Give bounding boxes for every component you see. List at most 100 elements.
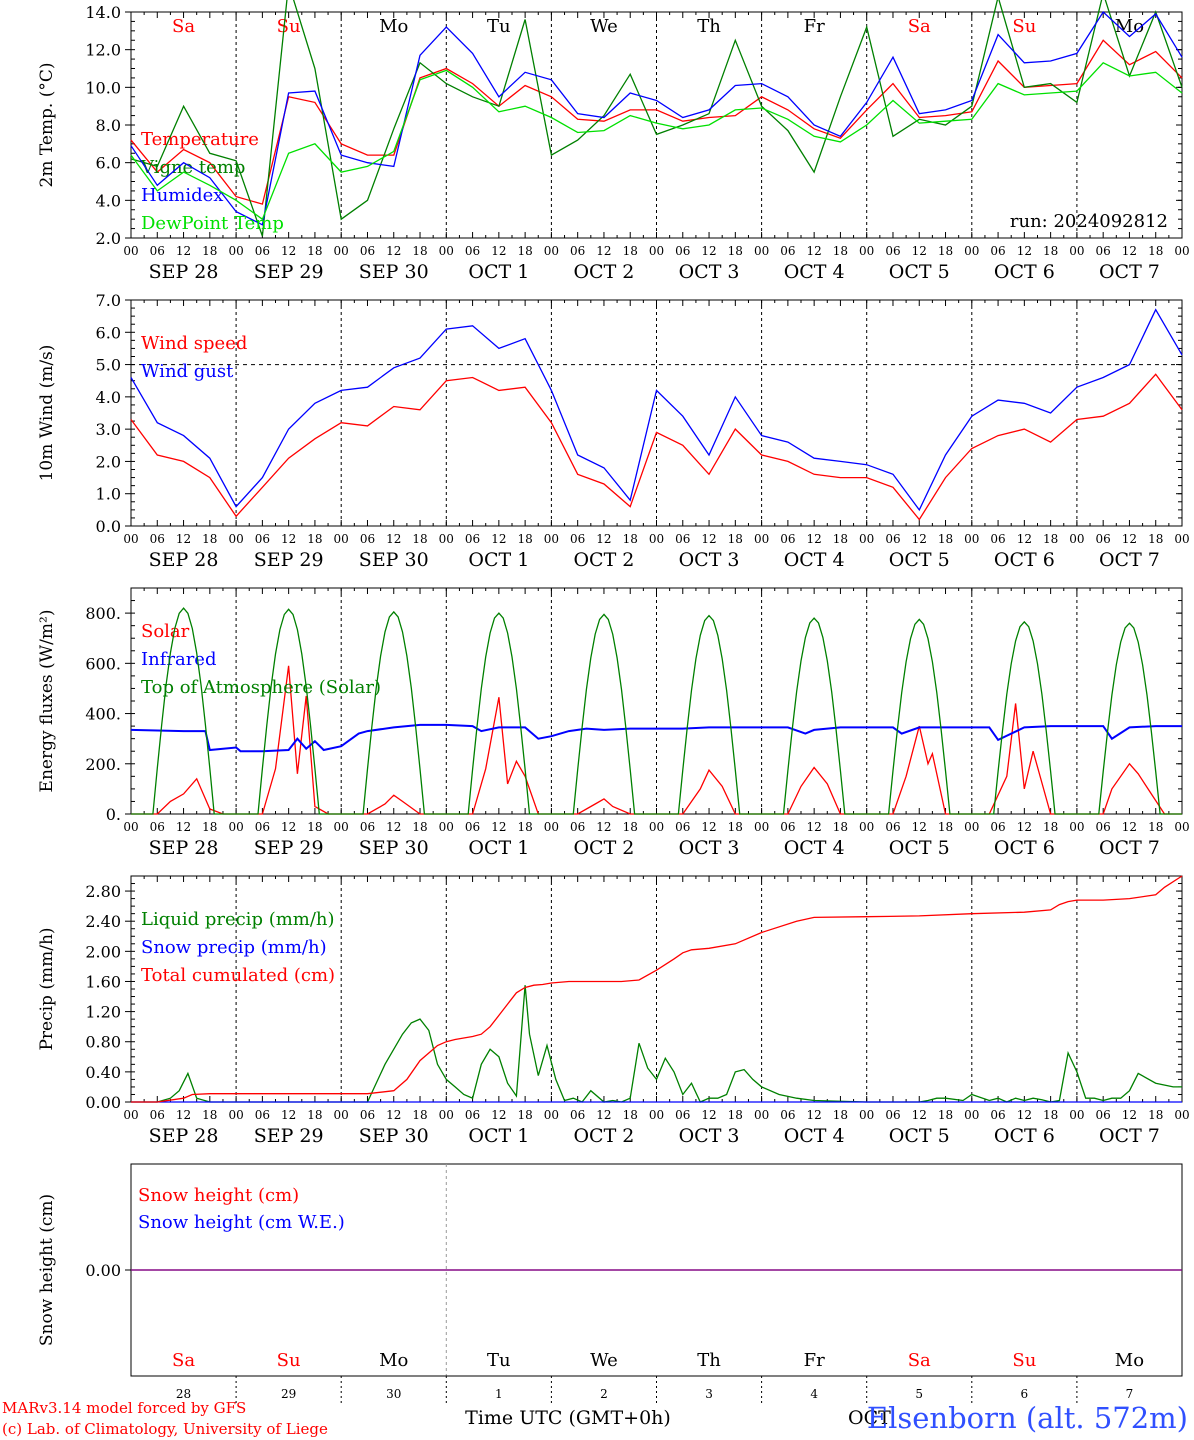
day-number-label: 2 (600, 1387, 608, 1401)
date-label: OCT 2 (573, 549, 634, 571)
hour-tick-label: 00 (123, 1108, 138, 1122)
series-line-wind-speed (130, 373, 1183, 521)
day-name-label: Sa (172, 16, 195, 37)
hour-tick-label: 18 (1043, 532, 1058, 546)
date-label: OCT 7 (1099, 549, 1160, 571)
hour-tick-label: 18 (1148, 1108, 1163, 1122)
date-label: SEP 30 (359, 837, 429, 859)
day-name-label: Mo (379, 16, 408, 37)
y-tick-label: 10.0 (85, 78, 121, 97)
day-name-label: We (590, 1350, 618, 1371)
hour-tick-label: 06 (990, 244, 1005, 258)
hour-tick-label: 12 (491, 244, 506, 258)
hour-tick-label: 06 (150, 532, 165, 546)
y-axis-title: Snow height (cm) (37, 1194, 57, 1346)
hour-tick-label: 00 (228, 244, 243, 258)
hour-tick-label: 06 (465, 1108, 480, 1122)
hour-tick-label: 12 (176, 820, 191, 834)
day-name-label: Mo (1115, 1350, 1144, 1371)
hour-tick-label: 12 (807, 820, 822, 834)
hour-tick-label: 00 (1069, 244, 1084, 258)
panel-wind: 00 06 12 18 00 06 12 18 00 06 12 18 00 06 12 18 00 06 12 18… (37, 291, 1190, 571)
hour-tick-label: 00 (334, 244, 349, 258)
date-label: OCT 4 (784, 1125, 845, 1147)
hour-tick-label: 00 (1069, 820, 1084, 834)
hour-tick-label: 06 (150, 1108, 165, 1122)
series-line-vigne-temp (130, 0, 1183, 237)
series-line-wind-gust (130, 308, 1183, 512)
date-label: OCT 6 (994, 549, 1055, 571)
station-name: Elsenborn (alt. 572m) (867, 1401, 1188, 1435)
date-label: OCT 6 (994, 837, 1055, 859)
hour-tick-label: 18 (412, 532, 427, 546)
hour-tick-label: 00 (228, 532, 243, 546)
hour-tick-label: 18 (202, 820, 217, 834)
hour-tick-label: 12 (701, 244, 716, 258)
hour-tick-label: 12 (596, 244, 611, 258)
y-tick-label: 5.0 (96, 356, 121, 375)
hour-tick-label: 18 (833, 820, 848, 834)
y-tick-label: 3.0 (96, 420, 121, 439)
hour-tick-label: 12 (1017, 532, 1032, 546)
hour-tick-label: 00 (1174, 820, 1189, 834)
y-tick-label: 2.0 (96, 229, 121, 248)
hour-tick-label: 00 (544, 244, 559, 258)
hour-tick-label: 06 (255, 532, 270, 546)
hour-tick-label: 18 (412, 1108, 427, 1122)
hour-tick-label: 06 (150, 244, 165, 258)
panel-temp: 00 06 12 18 00 06 12 18 00 06 12 18 00 06 12 18 00 06 12 18… (37, 0, 1190, 283)
date-label: SEP 29 (254, 549, 324, 571)
day-number-label: 1 (495, 1387, 503, 1401)
hour-tick-label: 12 (912, 820, 927, 834)
hour-tick-label: 06 (255, 820, 270, 834)
hour-tick-label: 00 (439, 1108, 454, 1122)
date-label: SEP 29 (254, 837, 324, 859)
day-name-label: Su (277, 1350, 301, 1371)
hour-tick-label: 18 (728, 532, 743, 546)
hour-tick-label: 00 (544, 532, 559, 546)
hour-tick-label: 06 (675, 820, 690, 834)
hour-tick-label: 18 (938, 1108, 953, 1122)
hour-tick-label: 06 (675, 244, 690, 258)
date-label: OCT 6 (994, 1125, 1055, 1147)
y-tick-label: 2.00 (85, 942, 121, 961)
hour-tick-label: 18 (623, 244, 638, 258)
hour-tick-label: 00 (1069, 1108, 1084, 1122)
hour-tick-label: 12 (701, 532, 716, 546)
hour-tick-label: 18 (938, 244, 953, 258)
y-tick-label: 0. (106, 805, 121, 824)
y-tick-label: 6.0 (96, 323, 121, 342)
hour-tick-label: 06 (150, 820, 165, 834)
day-number-label: 6 (1021, 1387, 1029, 1401)
hour-tick-label: 06 (360, 244, 375, 258)
y-tick-label: 0.0 (96, 517, 121, 536)
hour-tick-label: 18 (517, 244, 532, 258)
hour-tick-label: 00 (754, 532, 769, 546)
hour-tick-label: 12 (1122, 244, 1137, 258)
hour-tick-label: 06 (465, 532, 480, 546)
hour-tick-label: 12 (807, 244, 822, 258)
day-name-label: Su (1012, 16, 1036, 37)
y-tick-label: 7.0 (96, 291, 121, 310)
day-name-label: Sa (172, 1350, 195, 1371)
day-number-label: 5 (915, 1387, 923, 1401)
hour-tick-label: 18 (412, 244, 427, 258)
date-label: OCT 4 (784, 261, 845, 283)
series-line-total-cumulated-cm- (131, 875, 1183, 1103)
hour-tick-label: 00 (439, 244, 454, 258)
hour-tick-label: 12 (281, 820, 296, 834)
legend-snow-height-cm-w-e-: Snow height (cm W.E.) (138, 1212, 345, 1233)
legend-total-cumulated-cm-: Total cumulated (cm) (141, 965, 335, 986)
hour-tick-label: 00 (1069, 532, 1084, 546)
date-label: OCT 3 (679, 837, 740, 859)
y-axis-title: Energy fluxes (W/m²) (37, 610, 57, 793)
hour-tick-label: 00 (544, 820, 559, 834)
hour-tick-label: 06 (255, 1108, 270, 1122)
hour-tick-label: 12 (596, 820, 611, 834)
date-label: OCT 5 (889, 1125, 950, 1147)
hour-tick-label: 00 (754, 244, 769, 258)
hour-tick-label: 00 (123, 532, 138, 546)
hour-tick-label: 06 (255, 244, 270, 258)
series-line-infrared (130, 723, 1182, 753)
date-label: SEP 29 (254, 261, 324, 283)
